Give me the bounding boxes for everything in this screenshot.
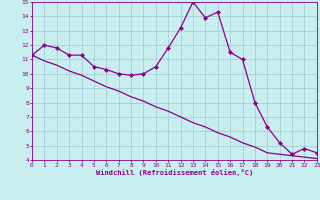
X-axis label: Windchill (Refroidissement éolien,°C): Windchill (Refroidissement éolien,°C)	[96, 169, 253, 176]
